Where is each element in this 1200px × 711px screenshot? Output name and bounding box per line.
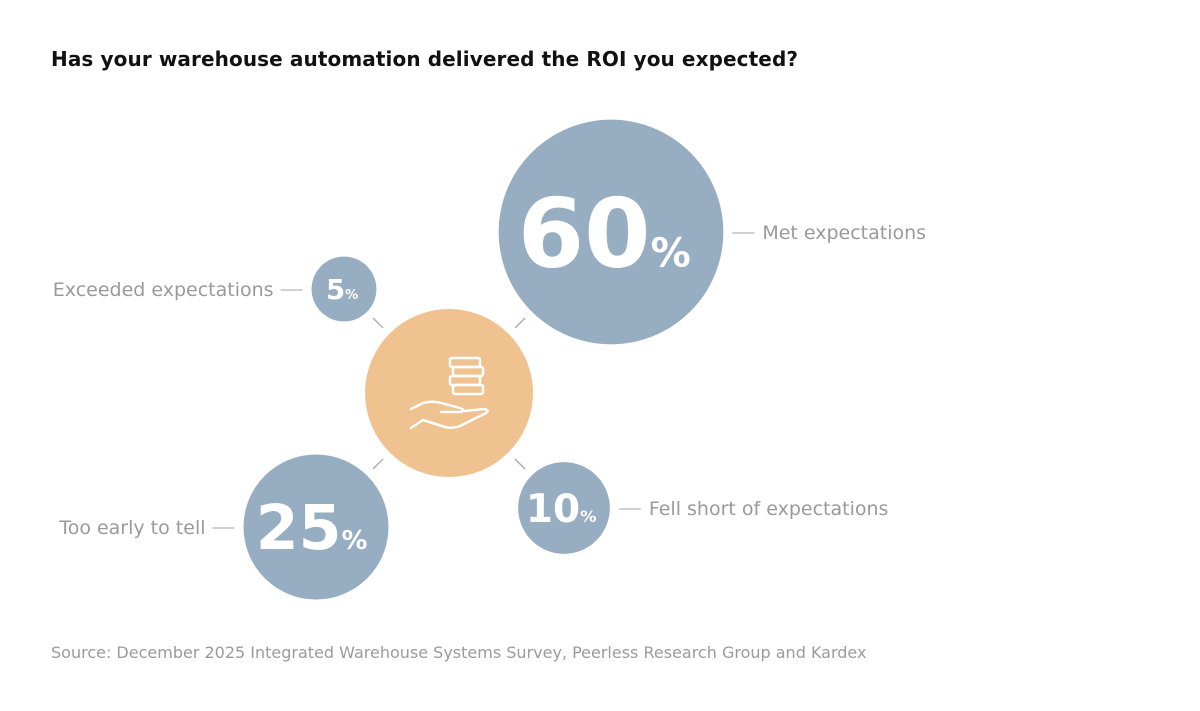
connector-line: [372, 458, 384, 470]
connector-line: [514, 317, 526, 329]
category-label: Too early to tell: [58, 517, 205, 539]
bubble-circle: [311, 256, 377, 322]
source-note: Source: December 2025 Integrated Warehou…: [51, 643, 867, 662]
connector-lines: [372, 317, 526, 470]
value-label: 25%: [256, 492, 368, 564]
bubble-3: 25% Too early to tell: [58, 454, 389, 600]
connector-line: [514, 458, 526, 470]
center-circle: [365, 309, 533, 477]
value-label: 5%: [326, 274, 358, 306]
category-label: Exceeded expectations: [53, 279, 274, 301]
bubble-2: 5% Exceeded expectations: [53, 256, 377, 322]
bubble-circle: [518, 462, 610, 554]
bubble-circle: [498, 119, 724, 345]
value-label: 60%: [518, 177, 691, 289]
chart-title: Has your warehouse automation delivered …: [51, 47, 799, 71]
category-label: Fell short of expectations: [649, 498, 889, 520]
value-label: 10%: [526, 487, 597, 532]
hand-holding-coins-icon: [409, 356, 489, 430]
category-label: Met expectations: [762, 222, 926, 244]
bubble-1: 60% Met expectations: [498, 119, 926, 345]
connector-line: [372, 317, 384, 329]
bubble-4: 10% Fell short of expectations: [518, 462, 888, 554]
bubble-circle: [243, 454, 389, 600]
